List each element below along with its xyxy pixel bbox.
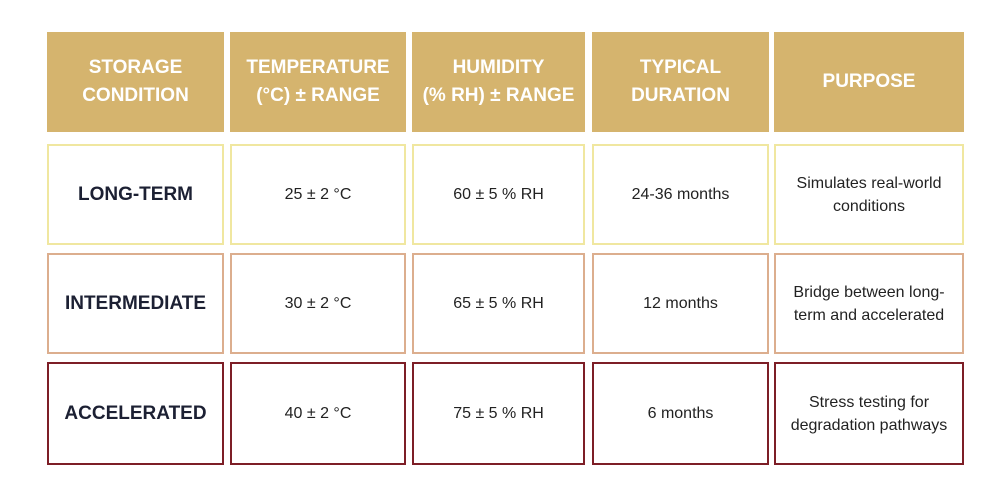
row-long-term-duration: 24-36 months <box>592 144 769 245</box>
row-accelerated-duration: 6 months <box>592 362 769 465</box>
row-long-term-condition: LONG-TERM <box>47 144 224 245</box>
header-temperature: TEMPERATURE (°C) ± RANGE <box>230 32 406 132</box>
purpose-text: Stress testing for degradation pathways <box>790 393 948 434</box>
header-label: TEMPERATURE (°C) ± RANGE <box>246 57 390 106</box>
header-label: TYPICAL DURATION <box>631 57 730 106</box>
row-intermediate-humidity: 65 ± 5 % RH <box>412 253 585 354</box>
header-purpose: PURPOSE <box>774 32 964 132</box>
header-humidity: HUMIDITY (% RH) ± RANGE <box>412 32 585 132</box>
row-accelerated-humidity: 75 ± 5 % RH <box>412 362 585 465</box>
header-label: PURPOSE <box>822 71 916 92</box>
header-storage-condition: STORAGE CONDITION <box>47 32 224 132</box>
row-accelerated-purpose: Stress testing for degradation pathways <box>774 362 964 465</box>
row-accelerated-condition: ACCELERATED <box>47 362 224 465</box>
humidity-value: 65 ± 5 % RH <box>453 295 544 312</box>
purpose-text: Bridge between long- term and accelerate… <box>793 283 945 324</box>
condition-label: ACCELERATED <box>64 403 207 424</box>
row-accelerated-temperature: 40 ± 2 °C <box>230 362 406 465</box>
header-typical-duration: TYPICAL DURATION <box>592 32 769 132</box>
purpose-text: Simulates real-world conditions <box>796 174 942 215</box>
row-long-term-purpose: Simulates real-world conditions <box>774 144 964 245</box>
temperature-value: 30 ± 2 °C <box>284 295 352 312</box>
humidity-value: 75 ± 5 % RH <box>453 405 544 422</box>
temperature-value: 25 ± 2 °C <box>284 186 352 203</box>
duration-value: 6 months <box>647 405 714 422</box>
duration-value: 12 months <box>643 295 718 312</box>
row-intermediate-duration: 12 months <box>592 253 769 354</box>
temperature-value: 40 ± 2 °C <box>284 405 352 422</box>
row-long-term-humidity: 60 ± 5 % RH <box>412 144 585 245</box>
condition-label: LONG-TERM <box>77 184 194 205</box>
row-long-term-temperature: 25 ± 2 °C <box>230 144 406 245</box>
duration-value: 24-36 months <box>631 186 730 203</box>
row-intermediate-temperature: 30 ± 2 °C <box>230 253 406 354</box>
row-intermediate-condition: INTERMEDIATE <box>47 253 224 354</box>
header-label: HUMIDITY (% RH) ± RANGE <box>422 57 575 106</box>
row-intermediate-purpose: Bridge between long- term and accelerate… <box>774 253 964 354</box>
condition-label: INTERMEDIATE <box>64 293 207 314</box>
humidity-value: 60 ± 5 % RH <box>453 186 544 203</box>
header-label: STORAGE CONDITION <box>82 57 189 106</box>
